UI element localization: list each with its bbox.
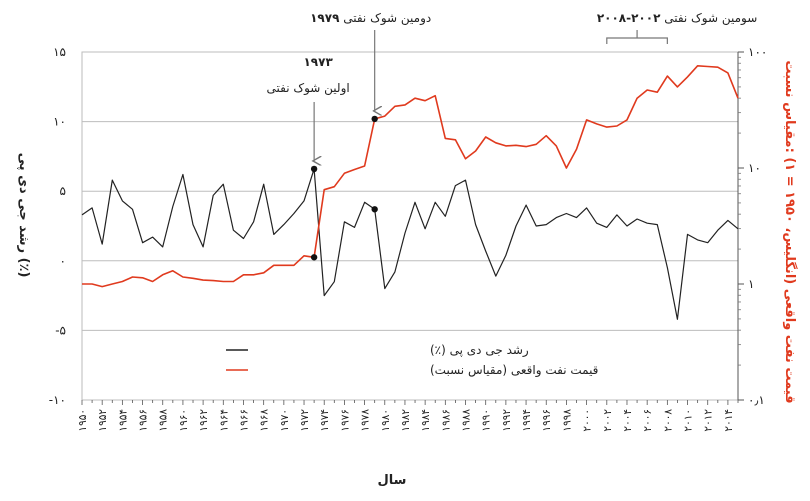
- annotation-1973-year: ۱۹۷۳: [303, 55, 333, 69]
- y-axis-right-title: قیمت نفت واقعی (انگلیس، ۱۹۵۰ = ۱) :مقیاس…: [782, 60, 798, 403]
- annotation-2002-2008-bracket: [606, 30, 668, 44]
- legend: رشد جی دی پی (٪) قیمت نفت واقعی (مقیاس نس…: [226, 343, 598, 378]
- x-tick-label-27: ۲۰۰۴: [622, 409, 634, 432]
- x-tick-label-26: ۲۰۰۲: [602, 409, 614, 432]
- annotation-2002-2008-line: سومین شوک نفتی ۲۰۰۲-۲۰۰۸: [597, 11, 758, 26]
- x-tick-label-19: ۱۹۸۸: [461, 409, 473, 432]
- y-left-tick-label-3: ۰: [60, 254, 66, 268]
- y-axis-left: ۱۵ ۱۰ ۵ ۰ -۵ -۱۰: [49, 45, 66, 407]
- x-tick-label-17: ۱۹۸۴: [420, 409, 432, 432]
- x-tick-label-21: ۱۹۹۲: [501, 409, 513, 432]
- x-tick-label-8: ۱۹۶۶: [238, 409, 250, 432]
- annotation-1979-year: ۱۹۷۹: [310, 11, 340, 25]
- x-tick-label-16: ۱۹۸۲: [400, 409, 412, 432]
- y-right-tick-label-0: ۱۰۰: [748, 45, 767, 59]
- x-tick-label-28: ۲۰۰۶: [642, 409, 654, 432]
- x-tick-label-25: ۲۰۰۰: [582, 409, 594, 432]
- x-tick-label-32: ۲۰۱۴: [723, 409, 735, 432]
- legend-label-1: قیمت نفت واقعی (مقیاس نسبت): [430, 363, 598, 378]
- x-tick-label-15: ۱۹۸۰: [380, 409, 392, 432]
- x-tick-label-1: ۱۹۵۲: [97, 409, 109, 432]
- series-layer: [81, 65, 739, 320]
- x-tick-label-2: ۱۹۵۴: [117, 409, 129, 432]
- y-left-tick-label-0: ۱۵: [53, 45, 66, 59]
- annotations: ۱۹۷۳ اولین شوک نفتی دومین شوک نفتی ۱۹۷۹ سو…: [267, 11, 758, 161]
- x-tick-label-3: ۱۹۵۶: [138, 409, 150, 432]
- x-tick-label-11: ۱۹۷۲: [299, 409, 311, 432]
- plot-frame: [81, 51, 739, 401]
- legend-label-0: رشد جی دی پی (٪): [430, 343, 529, 358]
- x-tick-label-22: ۱۹۹۴: [521, 409, 533, 432]
- highlight-points: [310, 115, 378, 261]
- x-tick-label-4: ۱۹۵۸: [158, 409, 170, 432]
- x-tick-label-12: ۱۹۷۴: [319, 409, 331, 432]
- x-tick-label-6: ۱۹۶۲: [198, 409, 210, 432]
- x-tick-label-9: ۱۹۶۸: [259, 409, 271, 432]
- x-tick-label-5: ۱۹۶۰: [178, 409, 190, 432]
- highlight-point-0: [310, 165, 318, 173]
- y-left-tick-label-1: ۱۰: [53, 115, 66, 129]
- x-tick-label-29: ۲۰۰۸: [662, 409, 674, 432]
- annotation-1979-text: دومین شوک نفتی: [343, 11, 431, 26]
- x-axis-title: سال: [378, 473, 407, 488]
- x-tick-label-10: ۱۹۷۰: [279, 409, 291, 432]
- series-line-1: [82, 65, 739, 288]
- y-left-tick-label-5: -۱۰: [49, 393, 66, 407]
- x-axis: ۱۹۵۰ ۱۹۵۲ ۱۹۵۴ ۱۹۵۶ ۱۹۵۸ ۱۹۶۰ ۱۹۶۲ ۱۹۶۴ ۱۹۶۶ ۱۹۶۸…: [77, 400, 739, 432]
- x-tick-label-0: ۱۹۵۰: [77, 409, 89, 432]
- annotation-1973-text: اولین شوک نفتی: [267, 81, 350, 96]
- y-left-tick-label-4: -۵: [55, 323, 66, 337]
- series-line-0: [81, 168, 739, 320]
- annotation-2002-2008-text: سومین شوک نفتی: [660, 11, 757, 26]
- x-tick-label-18: ۱۹۸۶: [440, 409, 452, 432]
- y-right-tick-label-1: ۱۰: [748, 161, 761, 175]
- highlight-point-3: [371, 206, 378, 213]
- y-left-tick-label-2: ۵: [60, 184, 66, 198]
- annotation-1979-line: دومین شوک نفتی ۱۹۷۹: [310, 11, 431, 26]
- x-tick-label-23: ۱۹۹۶: [541, 409, 553, 432]
- y-axis-left-title: رشد جی دی پی (٪): [16, 153, 31, 278]
- highlight-point-1: [310, 254, 318, 261]
- x-tick-label-14: ۱۹۷۸: [360, 409, 372, 432]
- x-tick-label-20: ۱۹۹۰: [481, 409, 493, 432]
- x-tick-label-31: ۲۰۱۲: [703, 409, 715, 432]
- highlight-point-2: [371, 115, 378, 123]
- x-tick-label-30: ۲۰۱۰: [683, 409, 695, 432]
- x-tick-label-7: ۱۹۶۴: [218, 409, 230, 432]
- grid: [81, 51, 739, 401]
- annotation-2002-2008-year: ۲۰۰۲-۲۰۰۸: [597, 11, 661, 25]
- y-right-tick-label-3: ۰٫۱: [748, 393, 765, 407]
- y-axis-right: ۱۰۰ ۱۰ ۱ ۰٫۱: [737, 45, 767, 407]
- x-tick-label-24: ۱۹۹۸: [561, 409, 573, 432]
- x-tick-label-13: ۱۹۷۶: [339, 409, 351, 432]
- y-right-tick-label-2: ۱: [748, 277, 754, 291]
